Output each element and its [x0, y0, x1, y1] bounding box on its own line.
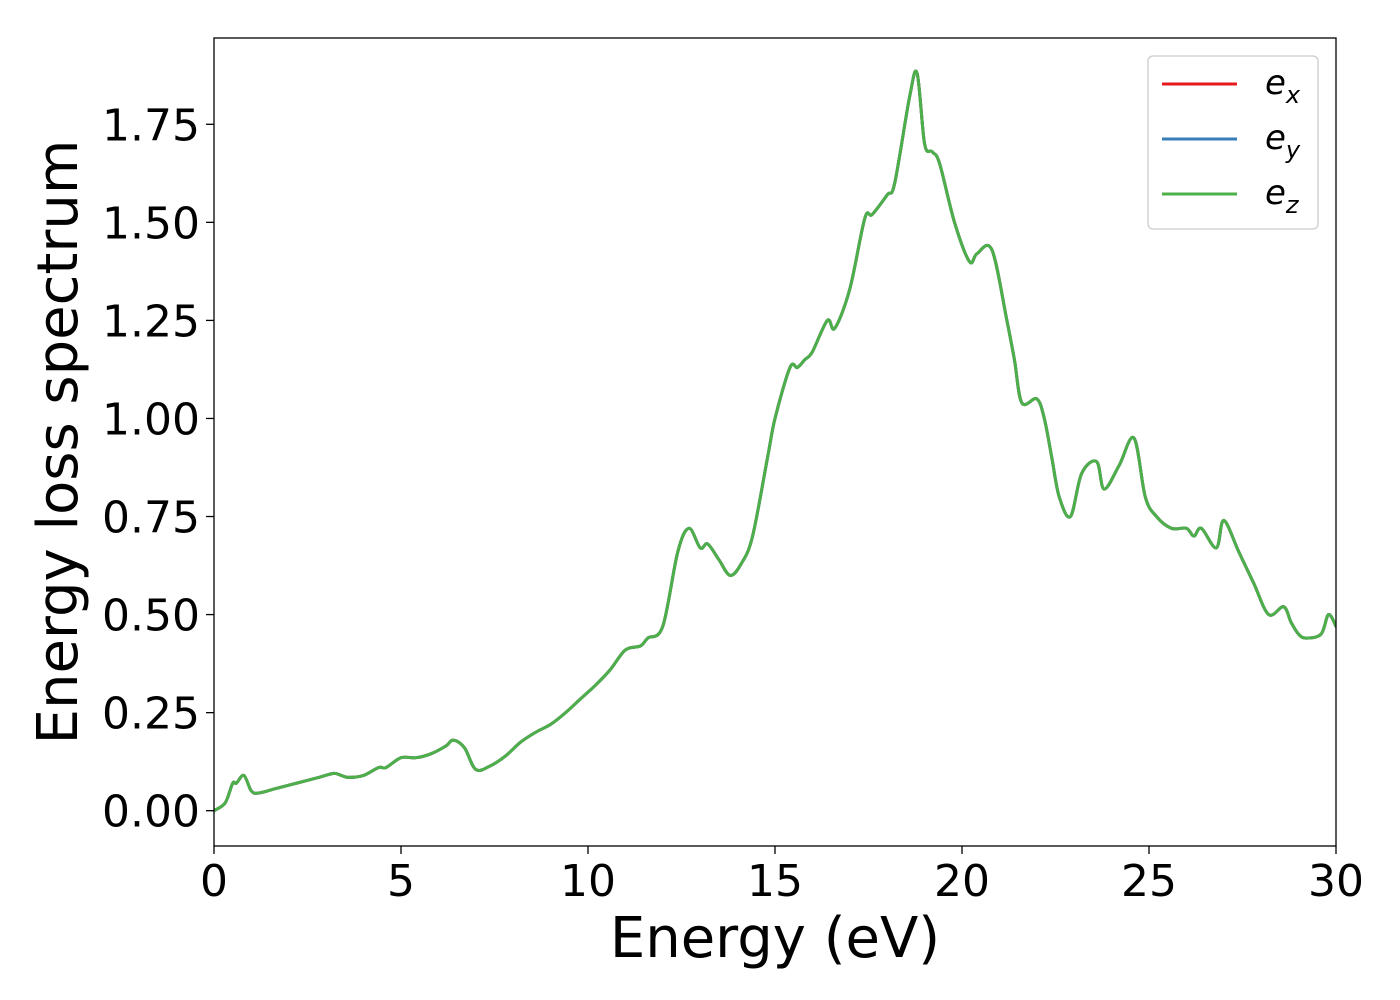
x-axis-title: Energy (eV)	[610, 906, 940, 971]
y-tick-label: 0.75	[102, 493, 200, 544]
x-tick-label: 5	[387, 856, 415, 907]
x-tick-label: 25	[1121, 856, 1177, 907]
y-tick-label: 0.25	[102, 689, 200, 740]
legend-label-z: ez	[1265, 173, 1300, 219]
legend-box	[1147, 55, 1319, 230]
y-tick-label: 1.25	[102, 296, 200, 347]
legend-label-y: ey	[1265, 118, 1301, 164]
y-tick-label: 0.00	[102, 787, 200, 838]
x-tick-label: 20	[934, 856, 990, 907]
x-axis: 0 5 10 15 20 25 30	[200, 846, 1364, 907]
legend-label-x: ex	[1265, 63, 1301, 109]
x-tick-label: 0	[200, 856, 228, 907]
y-axis-title: Energy loss spectrum	[26, 140, 91, 745]
series-layer	[214, 69, 1336, 813]
y-tick-label: 1.00	[102, 394, 200, 445]
legend: ex ey ez	[1147, 55, 1319, 230]
x-tick-label: 30	[1308, 856, 1364, 907]
y-tick-label: 1.50	[102, 198, 200, 249]
y-tick-label: 1.75	[102, 100, 200, 151]
y-axis: 0.00 0.25 0.50 0.75 1.00 1.25 1.50 1.75	[102, 100, 214, 838]
x-tick-label: 15	[747, 856, 803, 907]
series-line-z	[214, 69, 1336, 813]
x-tick-label: 10	[560, 856, 616, 907]
y-tick-label: 0.50	[102, 591, 200, 642]
